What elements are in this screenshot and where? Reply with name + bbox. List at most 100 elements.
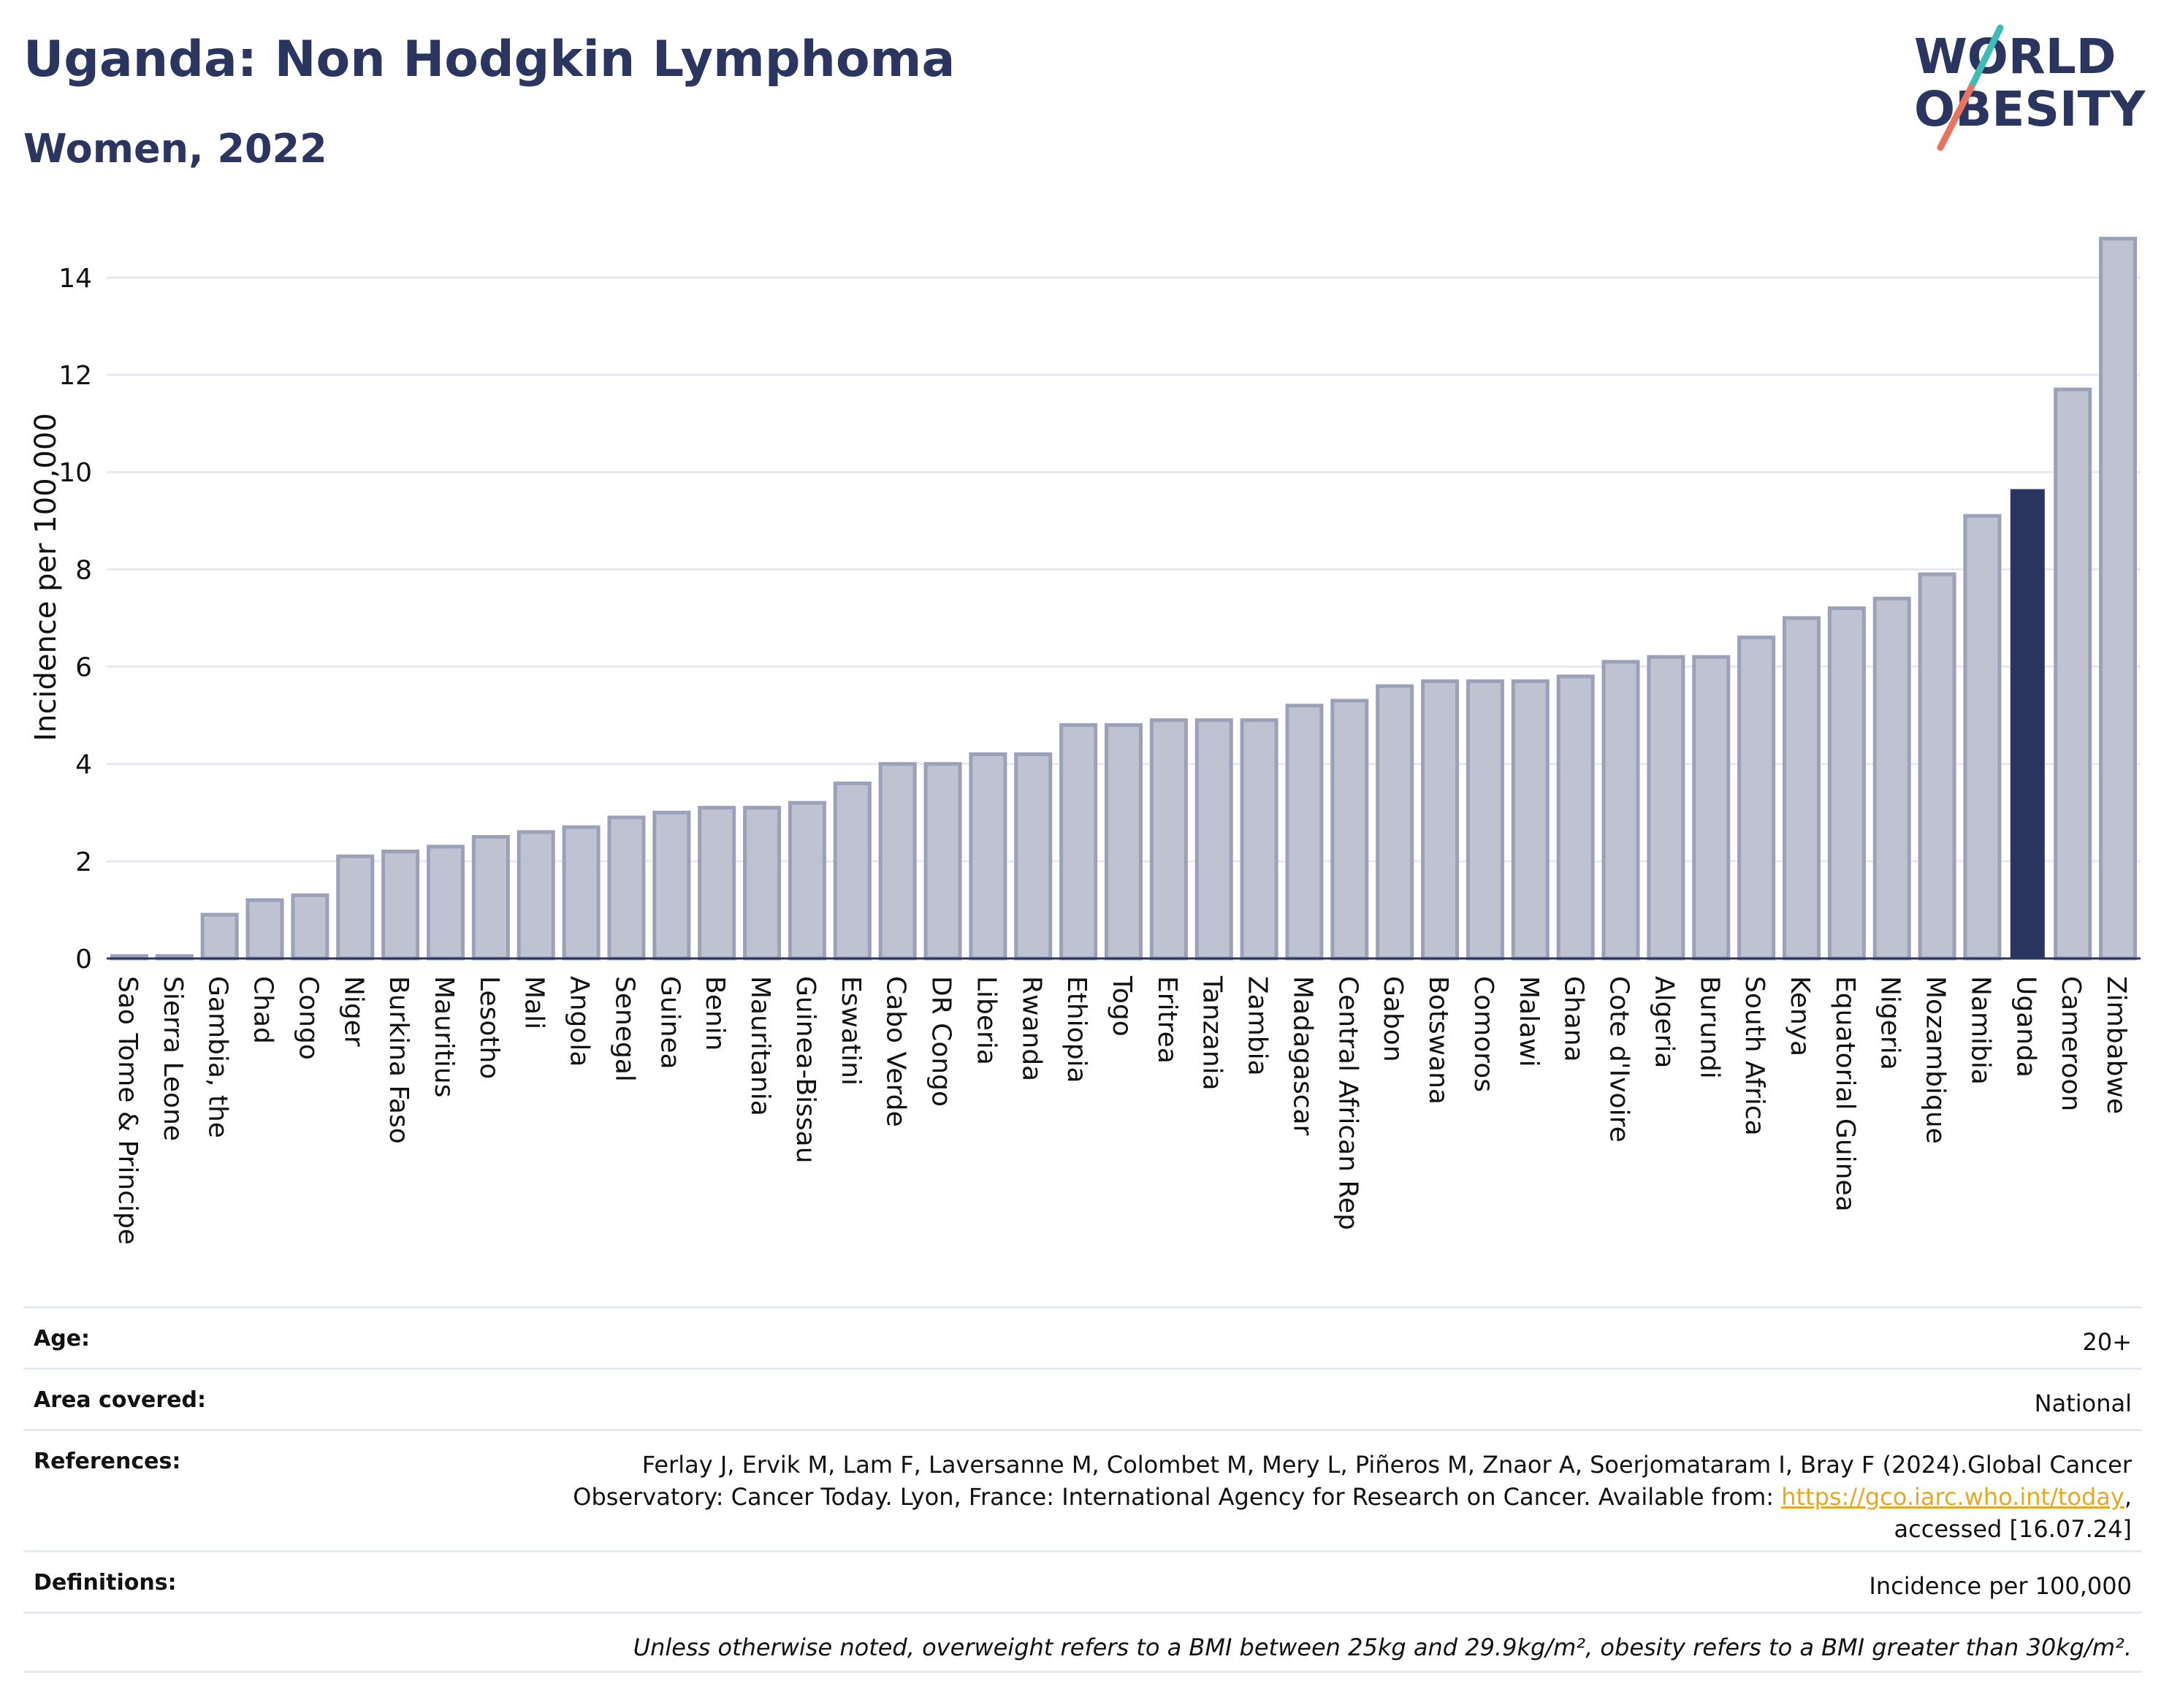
x-tick-label: Madagascar bbox=[1287, 976, 1317, 1136]
x-tick-label: Kenya bbox=[1785, 976, 1815, 1056]
bar-burundi bbox=[1692, 655, 1731, 961]
bar-equatorial-guinea bbox=[1827, 606, 1866, 961]
y-tick-label: 0 bbox=[75, 945, 92, 975]
x-axis-ticks: Sao Tome & Principe Sierra Leone Gambia, t… bbox=[113, 975, 2131, 1245]
x-tick-label: Eritrea bbox=[1152, 976, 1182, 1064]
y-axis-ticks: 0 2 4 6 8 10 12 14 bbox=[58, 264, 92, 975]
y-tick-label: 2 bbox=[75, 847, 92, 877]
age-label: Age: bbox=[34, 1326, 91, 1351]
x-tick-label: Congo bbox=[293, 976, 323, 1060]
metadata-table: Age: 20+ Area covered: National Referenc… bbox=[23, 1306, 2142, 1673]
bar-malawi bbox=[1511, 679, 1550, 961]
logo-slash-coral bbox=[1937, 84, 1975, 151]
bar-mali bbox=[517, 830, 555, 961]
x-tick-label: Togo bbox=[1107, 975, 1137, 1037]
x-tick-label: Zambia bbox=[1243, 976, 1273, 1076]
logo-line-world: WORLD bbox=[1914, 28, 2116, 85]
references-text-3: , bbox=[2124, 1483, 2132, 1511]
x-tick-label: Sierra Leone bbox=[158, 976, 188, 1141]
meta-row-references: References: Ferlay J, Ervik M, Lam F, La… bbox=[23, 1429, 2142, 1550]
bar-gabon bbox=[1376, 684, 1414, 961]
bar-central-african-rep bbox=[1330, 698, 1369, 961]
x-tick-label: Equatorial Guinea bbox=[1830, 976, 1860, 1212]
y-tick-label: 4 bbox=[75, 750, 92, 780]
meta-row-age: Age: 20+ bbox=[23, 1306, 2142, 1368]
bar-rwanda bbox=[1014, 752, 1053, 961]
bar-congo bbox=[291, 893, 329, 961]
x-tick-label: Ghana bbox=[1559, 976, 1589, 1062]
bar-dr-congo bbox=[923, 762, 962, 961]
x-tick-label: South Africa bbox=[1739, 976, 1769, 1136]
x-tick-label: Gambia, the bbox=[203, 976, 233, 1138]
x-tick-label: Mozambique bbox=[1921, 976, 1951, 1144]
y-tick-label: 12 bbox=[58, 361, 92, 391]
bar-namibia bbox=[1963, 514, 2002, 961]
x-tick-label: Uganda bbox=[2011, 976, 2040, 1078]
x-tick-label: Mauritania bbox=[745, 976, 775, 1116]
bar-guinea-bissau bbox=[788, 801, 826, 961]
bar-cote-d-ivoire bbox=[1601, 660, 1640, 961]
bar-algeria bbox=[1647, 655, 1685, 961]
x-tick-label: Burkina Faso bbox=[384, 976, 413, 1144]
meta-row-definitions: Definitions: Incidence per 100,000 bbox=[23, 1550, 2142, 1612]
y-tick-label: 8 bbox=[75, 555, 92, 585]
chart-title: Uganda: Non Hodgkin Lymphoma bbox=[23, 31, 956, 88]
bar-lesotho bbox=[471, 835, 510, 961]
x-tick-label: DR Congo bbox=[926, 976, 956, 1107]
x-tick-label: Guinea-Bissau bbox=[790, 976, 820, 1164]
x-tick-label: Mali bbox=[519, 976, 549, 1029]
bar-senegal bbox=[607, 815, 646, 961]
bar-togo bbox=[1104, 723, 1143, 961]
bar-cameroon bbox=[2054, 387, 2092, 961]
area-label: Area covered: bbox=[34, 1387, 206, 1413]
bar-niger bbox=[336, 854, 375, 961]
references-text-1: Ferlay J, Ervik M, Lam F, Laversanne M, … bbox=[641, 1451, 2132, 1479]
references-value: Ferlay J, Ervik M, Lam F, Laversanne M, … bbox=[573, 1449, 2132, 1545]
x-tick-label: Lesotho bbox=[474, 976, 504, 1079]
bar-liberia bbox=[969, 752, 1007, 961]
meta-row-note: Unless otherwise noted, overweight refer… bbox=[23, 1612, 2142, 1673]
bars bbox=[110, 237, 2138, 961]
x-tick-label: Botswana bbox=[1423, 976, 1453, 1105]
meta-row-area: Area covered: National bbox=[23, 1368, 2142, 1429]
age-value: 20+ bbox=[2082, 1328, 2132, 1356]
bar-mozambique bbox=[1918, 572, 1956, 961]
y-axis-label: Incidence per 100,000 bbox=[29, 413, 63, 741]
x-tick-label: Tanzania bbox=[1197, 975, 1227, 1091]
logo-slash-teal bbox=[1967, 24, 2004, 91]
x-tick-label: Ethiopia bbox=[1062, 976, 1091, 1083]
bar-gambia-the bbox=[200, 912, 239, 961]
bar-south-africa bbox=[1737, 636, 1776, 961]
x-tick-label: Zimbabwe bbox=[2101, 976, 2131, 1114]
bar-zambia bbox=[1240, 718, 1278, 961]
x-tick-label: Benin bbox=[700, 976, 730, 1051]
bar-kenya bbox=[1782, 616, 1821, 961]
definitions-label: Definitions: bbox=[34, 1570, 177, 1595]
bar-ghana bbox=[1556, 674, 1595, 961]
y-tick-label: 6 bbox=[75, 653, 92, 683]
references-link[interactable]: https://gco.iarc.who.int/today bbox=[1781, 1483, 2124, 1511]
world-obesity-logo: WORLD OBESITY bbox=[1914, 24, 2146, 151]
x-tick-label: Comoros bbox=[1468, 976, 1498, 1092]
bmi-note: Unless otherwise noted, overweight refer… bbox=[633, 1633, 2132, 1661]
bar-nigeria bbox=[1872, 596, 1911, 961]
x-tick-label: Cameroon bbox=[2056, 976, 2086, 1111]
bar-chad bbox=[245, 898, 284, 961]
bar-burkina-faso bbox=[381, 850, 420, 961]
bar-ethiopia bbox=[1059, 723, 1098, 961]
bar-mauritania bbox=[743, 806, 782, 961]
x-tick-label: Nigeria bbox=[1875, 976, 1905, 1070]
x-tick-label: Guinea bbox=[655, 976, 685, 1070]
x-tick-label: Algeria bbox=[1649, 976, 1679, 1069]
x-tick-label: Senegal bbox=[609, 976, 639, 1082]
bar-botswana bbox=[1421, 679, 1460, 961]
x-tick-label: Cote d'Ivoire bbox=[1604, 976, 1634, 1143]
area-value: National bbox=[2034, 1389, 2132, 1417]
bar-eswatini bbox=[833, 781, 872, 961]
bar-madagascar bbox=[1285, 704, 1324, 961]
y-tick-label: 14 bbox=[58, 264, 92, 294]
bar-angola bbox=[562, 825, 601, 961]
x-tick-label: Eswatini bbox=[836, 976, 866, 1086]
x-tick-label: Cabo Verde bbox=[881, 976, 911, 1127]
x-tick-label: Rwanda bbox=[1016, 976, 1046, 1081]
